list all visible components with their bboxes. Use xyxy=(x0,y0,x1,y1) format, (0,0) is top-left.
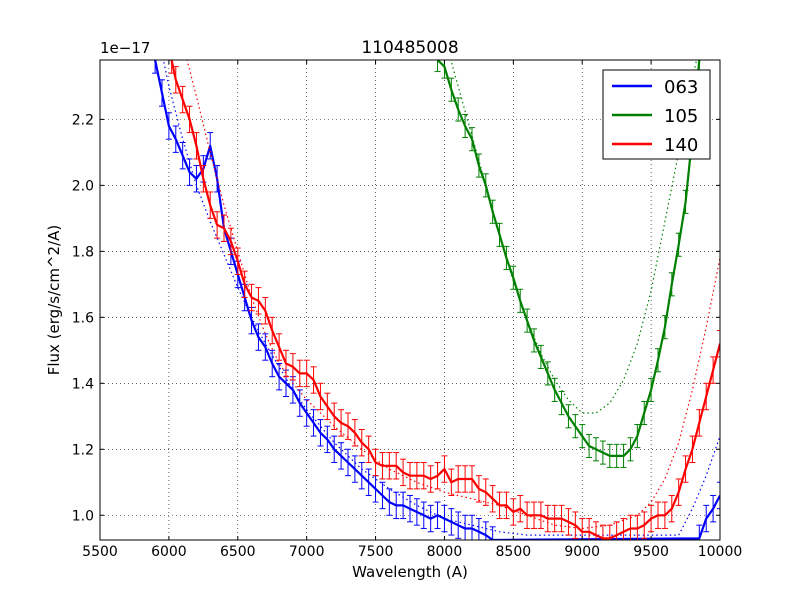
y-tick-label: 2.0 xyxy=(72,178,94,194)
x-axis-label: Wavelength (A) xyxy=(352,563,468,581)
y-tick-label: 1.6 xyxy=(72,310,94,326)
y-axis-label: Flux (erg/s/cm^2/A) xyxy=(45,225,63,376)
y-scale-offset-label: 1e−17 xyxy=(100,39,150,57)
x-tick-label: 8000 xyxy=(427,544,463,560)
y-tick-label: 2.2 xyxy=(72,112,94,128)
x-tick-label: 6000 xyxy=(151,544,187,560)
x-tick-label: 7500 xyxy=(358,544,394,560)
x-tick-label: 9000 xyxy=(564,544,600,560)
chart-title: 110485008 xyxy=(361,38,458,58)
x-tick-label: 9500 xyxy=(633,544,669,560)
series-140-line xyxy=(170,60,720,540)
series-105 xyxy=(434,60,703,468)
plot-frame xyxy=(99,59,721,541)
x-tick-label: 10000 xyxy=(698,544,743,560)
legend-label-105: 105 xyxy=(664,106,698,127)
x-tick-label: 6500 xyxy=(220,544,256,560)
series-105-line xyxy=(436,60,701,457)
x-tick-label: 8500 xyxy=(496,544,532,560)
y-tick-label: 1.0 xyxy=(72,508,94,524)
series-140 xyxy=(168,60,720,540)
y-tick-label: 1.4 xyxy=(72,376,94,392)
y-tick-label: 1.2 xyxy=(72,442,94,458)
x-tick-label: 5500 xyxy=(82,544,118,560)
legend-label-140: 140 xyxy=(664,135,698,156)
axis-ticks: 5500 6000 6500 7000 7500 8000 8500 9000 9500 1000… xyxy=(72,60,743,560)
legend-label-063: 063 xyxy=(664,77,698,98)
legend: 063 105 140 xyxy=(602,69,711,160)
y-tick-label: 1.8 xyxy=(72,244,94,260)
data-series-layer xyxy=(152,60,720,540)
x-tick-label: 7000 xyxy=(289,544,325,560)
